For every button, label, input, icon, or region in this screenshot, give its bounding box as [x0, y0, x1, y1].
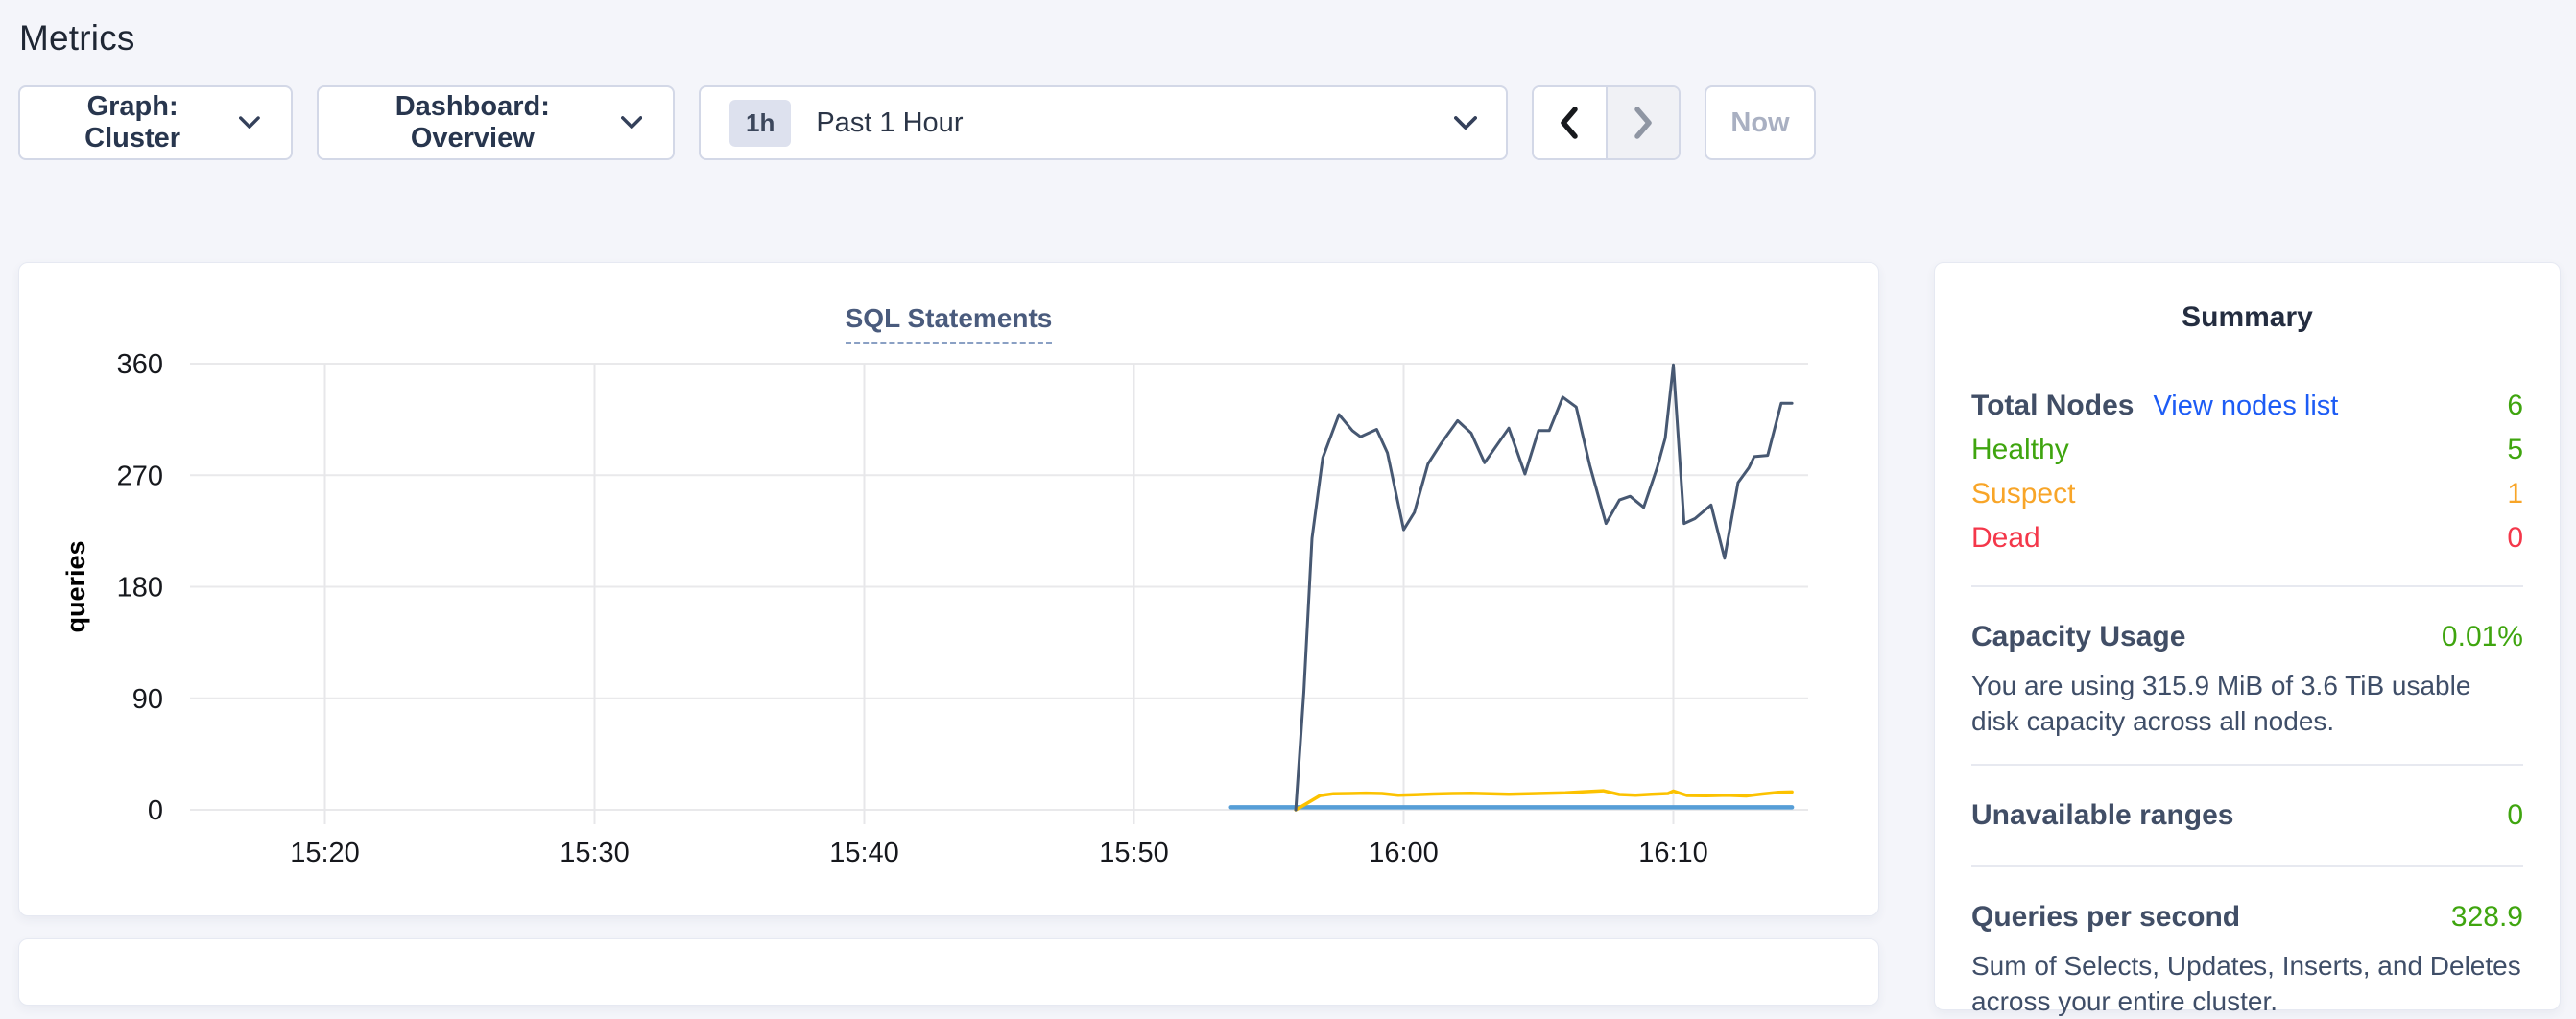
capacity-row: Capacity Usage 0.01% [1971, 612, 2523, 662]
svg-text:270: 270 [117, 461, 163, 491]
divider [1971, 865, 2523, 867]
sql-statements-chart[interactable]: 0 90 180 270 360 15:20 15:30 15:40 15:50 16:00 16:… [19, 263, 1878, 915]
dashboard-dropdown-label: Dashboard: Overview [394, 91, 550, 154]
svg-text:queries: queries [61, 540, 90, 632]
divider [1971, 585, 2523, 587]
chart-title[interactable]: SQL Statements [845, 303, 1053, 344]
qps-label: Queries per second [1971, 901, 2241, 933]
unavailable-ranges-value: 0 [2507, 799, 2523, 831]
healthy-value: 5 [2507, 434, 2523, 465]
node-status-group: Total Nodes View nodes list 6 Healthy 5 … [1971, 384, 2523, 560]
healthy-label: Healthy [1971, 434, 2069, 465]
divider [1971, 764, 2523, 766]
total-nodes-value: 6 [2507, 390, 2523, 421]
qps-section: Queries per second 328.9 Sum of Selects,… [1971, 892, 2523, 1019]
unavailable-ranges-section: Unavailable ranges 0 [1971, 791, 2523, 841]
dead-nodes-row: Dead 0 [1971, 516, 2523, 560]
dead-value: 0 [2507, 522, 2523, 554]
capacity-value: 0.01% [2441, 621, 2523, 652]
time-forward-button[interactable] [1605, 87, 1679, 158]
svg-text:15:20: 15:20 [290, 838, 360, 868]
svg-text:360: 360 [117, 349, 163, 380]
capacity-section: Capacity Usage 0.01% You are using 315.9… [1971, 612, 2523, 739]
graph-dropdown[interactable]: Graph: Cluster [18, 85, 293, 160]
qps-value: 328.9 [2450, 901, 2523, 933]
now-button[interactable]: Now [1705, 85, 1816, 160]
summary-panel: Summary Total Nodes View nodes list 6 He… [1934, 262, 2561, 1016]
suspect-nodes-row: Suspect 1 [1971, 472, 2523, 516]
view-nodes-link[interactable]: View nodes list [2153, 390, 2339, 421]
page-title: Metrics [19, 17, 135, 58]
time-range-badge: 1h [729, 99, 792, 147]
chevron-down-icon [1454, 115, 1477, 130]
svg-text:90: 90 [132, 684, 163, 715]
svg-text:15:30: 15:30 [560, 838, 630, 868]
time-range-label: Past 1 Hour [816, 107, 964, 138]
chevron-right-icon [1634, 107, 1652, 139]
svg-text:16:10: 16:10 [1638, 838, 1708, 868]
unavailable-ranges-label: Unavailable ranges [1971, 799, 2234, 831]
chevron-left-icon [1561, 107, 1578, 139]
dead-label: Dead [1971, 522, 2040, 554]
next-chart-card-partial [18, 938, 1879, 1006]
graph-dropdown-label: Graph: Cluster [84, 91, 181, 154]
chevron-down-icon [620, 116, 642, 130]
sql-statements-card: 0 90 180 270 360 15:20 15:30 15:40 15:50 16:00 16:… [18, 262, 1879, 916]
svg-text:16:00: 16:00 [1369, 838, 1439, 868]
dashboard-dropdown[interactable]: Dashboard: Overview [317, 85, 675, 160]
total-nodes-row: Total Nodes View nodes list 6 [1971, 384, 2523, 428]
svg-text:0: 0 [148, 795, 163, 826]
healthy-nodes-row: Healthy 5 [1971, 428, 2523, 472]
total-nodes-label: Total Nodes [1971, 390, 2135, 421]
time-back-button[interactable] [1534, 87, 1606, 158]
capacity-description: You are using 315.9 MiB of 3.6 TiB usabl… [1971, 671, 2471, 736]
summary-title: Summary [2182, 301, 2313, 333]
svg-text:15:40: 15:40 [829, 838, 899, 868]
suspect-value: 1 [2507, 478, 2523, 510]
qps-row: Queries per second 328.9 [1971, 892, 2523, 942]
controls-bar: Graph: Cluster Dashboard: Overview 1h Pa… [18, 85, 1816, 160]
chevron-down-icon [239, 116, 260, 129]
time-range-selector[interactable]: 1h Past 1 Hour [699, 85, 1508, 160]
unavailable-ranges-row: Unavailable ranges 0 [1971, 791, 2523, 841]
svg-text:180: 180 [117, 573, 163, 604]
capacity-label: Capacity Usage [1971, 621, 2186, 652]
qps-description: Sum of Selects, Updates, Inserts, and De… [1971, 951, 2521, 1016]
time-pager [1532, 85, 1681, 160]
suspect-label: Suspect [1971, 478, 2076, 510]
svg-text:15:50: 15:50 [1099, 838, 1169, 868]
